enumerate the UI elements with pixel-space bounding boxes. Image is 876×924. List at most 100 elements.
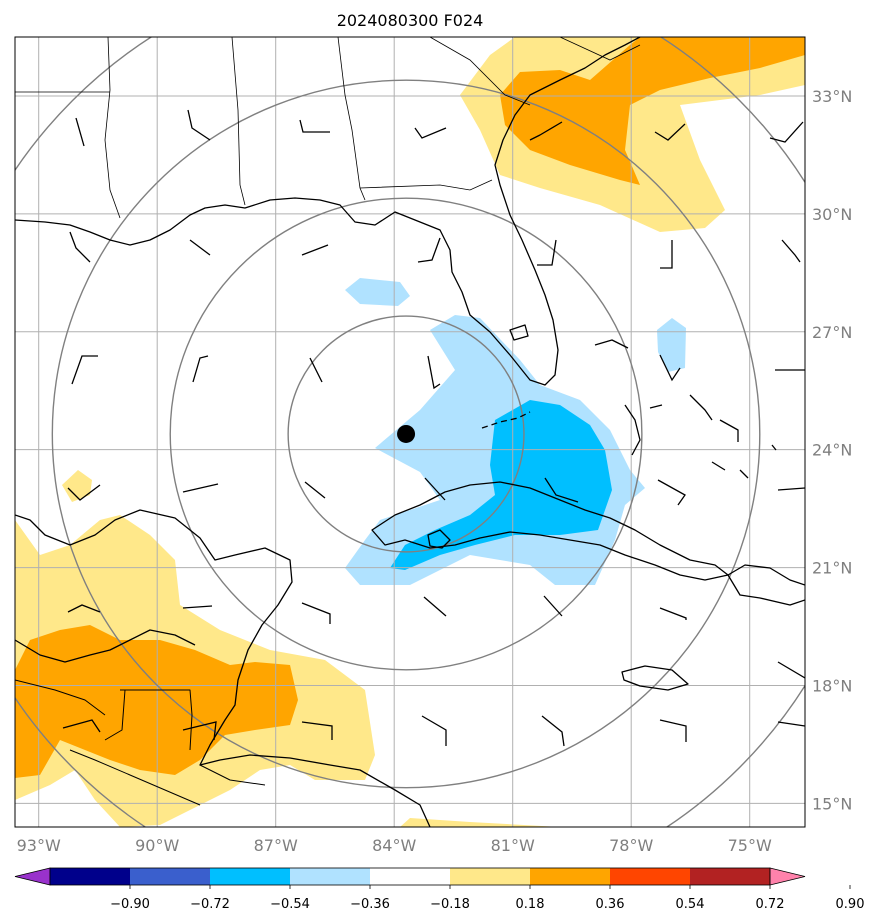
wind-barb: [75, 117, 85, 147]
state-border-ga-sc: [429, 37, 531, 106]
wind-barb: [301, 721, 333, 740]
wind-barb: [299, 119, 330, 133]
wind-barb: [423, 596, 447, 617]
yucatan-coastline: [15, 509, 431, 827]
wind-barb: [781, 239, 801, 263]
wind-barb: [777, 721, 805, 727]
wind-barb: [427, 355, 441, 390]
latitude-tick-label: 21°N: [812, 559, 852, 578]
florida-keys: [481, 411, 531, 429]
wind-barb: [414, 127, 447, 139]
latitude-tick-label: 27°N: [812, 323, 852, 342]
wind-barb: [182, 605, 213, 609]
colorbar-tick-label: −0.54: [270, 897, 310, 912]
colorbar-segment: [450, 868, 530, 885]
wind-barb: [69, 231, 91, 263]
map-title: 2024080300 F024: [337, 11, 484, 30]
colorbar-low-extend: [14, 867, 51, 886]
map-frame: [14, 36, 806, 828]
wind-barb: [654, 123, 686, 141]
longitude-tick-label: 90°W: [135, 836, 179, 855]
latitude-tick-label: 18°N: [812, 677, 852, 696]
coastlines: [15, 37, 805, 827]
longitude-tick-label: 84°W: [372, 836, 416, 855]
colorbar-outline: [49, 867, 771, 886]
longitude-tick-label: 87°W: [254, 836, 298, 855]
colorbar-segment: [130, 868, 210, 885]
wind-barb: [309, 357, 323, 383]
colorbar-segment: [690, 868, 770, 885]
state-border-al-ga: [337, 37, 366, 201]
colorbar-segment: [530, 868, 610, 885]
central-america-borders: [15, 679, 266, 806]
colorbar-segment: [370, 868, 450, 885]
colorbar-tick-label: −0.90: [110, 897, 150, 912]
mexico-gulf-coast: [15, 629, 196, 663]
storm-center-marker: [397, 424, 416, 443]
colorbar-tick-label: −0.18: [430, 897, 470, 912]
wind-barb: [67, 484, 101, 501]
wind-barb: [304, 481, 326, 499]
state-border-ms-la: [104, 37, 121, 219]
colorbar-segment: [50, 868, 130, 885]
colorbar: −0.90 −0.72 −0.54 −0.36 −0.18 0.18 0.36 0.54 0.7…: [14, 867, 865, 912]
state-border-ms-al: [231, 37, 246, 206]
longitude-tick-label: 75°W: [728, 836, 772, 855]
wind-barb: [189, 239, 211, 256]
wind-barb: [301, 602, 331, 624]
positive-anomaly-west-patch: [62, 470, 92, 502]
bahamas-islands: [509, 324, 777, 479]
colorbar-tick-label: 0.90: [836, 897, 865, 912]
wind-barb: [62, 719, 101, 733]
wind-barb: [421, 715, 447, 746]
latitude-tick-label: 33°N: [812, 87, 852, 106]
us-gulf-coastline: [15, 37, 641, 386]
hispaniola-coastline: [727, 564, 805, 606]
colorbar-tick-label: 0.72: [756, 897, 785, 912]
positive-anomaly-southwest-core: [15, 625, 298, 778]
wind-barb: [660, 240, 673, 269]
wind-barb: [657, 479, 686, 506]
longitude-labels: 93°W 90°W 87°W 84°W 81°W 78°W 75°W: [17, 836, 772, 855]
wind-barb: [529, 121, 563, 141]
wind-barb: [182, 721, 217, 741]
positive-anomaly-south-patch: [400, 818, 560, 827]
wind-barb: [67, 604, 101, 613]
negative-anomaly-core: [390, 400, 612, 570]
wind-barb: [544, 477, 579, 503]
colorbar-high-extend: [769, 867, 806, 886]
range-ring: [287, 315, 525, 553]
wind-barb: [187, 109, 211, 141]
lat-lon-grid: [15, 37, 805, 827]
wind-barbs: [62, 109, 805, 747]
jamaica-coastline: [621, 665, 689, 691]
isla-juventud: [427, 529, 451, 549]
wind-barb: [417, 237, 441, 263]
wind-barb: [182, 483, 219, 493]
latitude-tick-label: 24°N: [812, 441, 852, 460]
state-border-fl-ga: [359, 179, 493, 191]
wind-barb: [777, 661, 805, 679]
colorbar-tick-label: 0.18: [516, 897, 545, 912]
wind-barb: [301, 244, 329, 256]
wind-barb: [537, 239, 557, 266]
longitude-tick-label: 81°W: [491, 836, 535, 855]
colorbar-tick-label: 0.36: [596, 897, 625, 912]
colorbar-segment: [210, 868, 290, 885]
wind-barb: [543, 595, 563, 617]
latitude-labels: 33°N 30°N 27°N 24°N 21°N 18°N 15°N: [812, 87, 852, 813]
wind-barb: [659, 719, 687, 742]
colorbar-tick-label: −0.72: [190, 897, 230, 912]
wind-barb: [541, 715, 565, 747]
latitude-tick-label: 15°N: [812, 794, 852, 813]
colorbar-tick-label: 0.54: [676, 897, 705, 912]
wind-barb: [424, 477, 446, 501]
colorbar-tick-label: −0.36: [350, 897, 390, 912]
wind-barb: [192, 355, 209, 383]
wind-barb: [659, 354, 681, 382]
wind-barb: [659, 607, 687, 620]
wind-barb: [769, 121, 804, 143]
